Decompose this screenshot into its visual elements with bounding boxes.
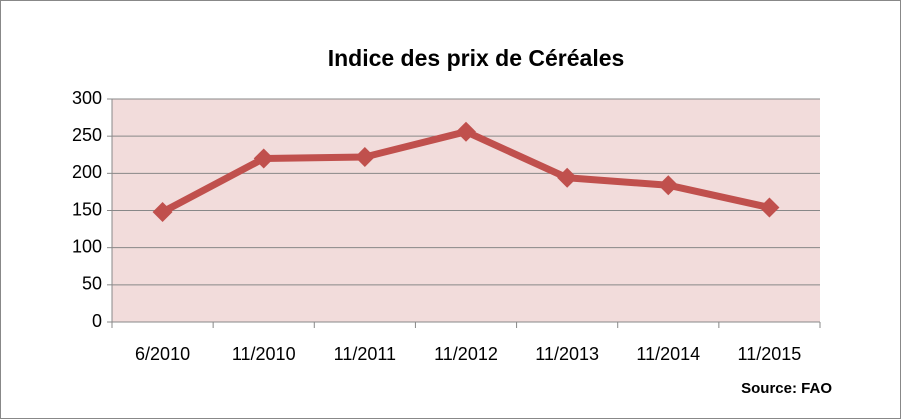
data-marker [456,121,476,142]
y-tick-label: 50 [82,274,102,294]
x-tick-label: 11/2015 [738,344,802,364]
x-tick-label: 6/2010 [135,344,190,364]
y-tick-label: 100 [72,236,102,256]
x-tick-label: 11/2013 [535,344,599,364]
y-tick-label: 150 [72,199,102,219]
y-tick-label: 0 [92,311,102,331]
x-tick-label: 11/2011 [334,344,396,364]
x-tick-label: 11/2014 [636,344,700,364]
data-marker [759,197,780,218]
x-tick-label: 11/2010 [232,344,296,364]
data-marker [658,175,679,196]
y-tick-label: 250 [72,125,102,145]
y-tick-label: 200 [72,162,102,182]
data-marker [557,167,578,188]
source-note: Source: FAO [741,380,832,397]
data-marker [152,201,173,222]
y-tick-label: 300 [72,88,102,108]
data-marker [354,146,375,167]
data-marker [253,148,274,169]
x-tick-label: 11/2012 [434,344,498,364]
chart-title: Indice des prix de Céréales [328,45,625,71]
